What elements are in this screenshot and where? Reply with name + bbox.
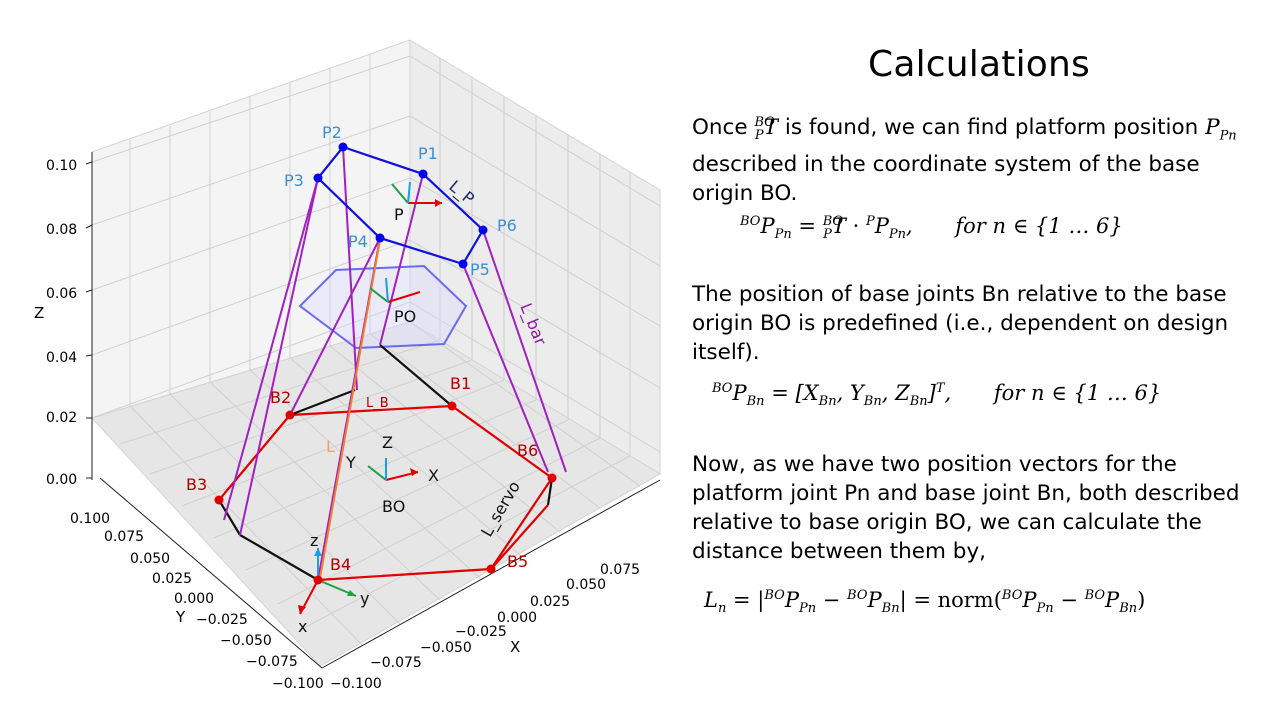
frame-labels: P PO BO X Y Z x y z (298, 205, 439, 636)
equation-2: BOPBn = [XBn, YBn, ZBn]T, for n ∈ {1 … 6… (712, 381, 1162, 410)
equation-1: BOPPn = BOPT · PPPn, for n ∈ {1 … 6} (740, 214, 1123, 243)
x-tick-label: 0.075 (600, 562, 640, 578)
label-b6: B6 (517, 441, 538, 460)
y-tick-label: −0.025 (196, 612, 248, 628)
joint-b6 (547, 473, 557, 483)
stewart-platform-3d-plot: 0.10 0.08 0.06 0.04 0.02 0.00 Z 0.100 0.… (34, 39, 661, 692)
position-symbol: PPn (1205, 115, 1237, 144)
servo-frame (298, 548, 357, 615)
joint-p2 (338, 142, 348, 152)
label-servo-y: y (360, 589, 369, 608)
z-tick-label: 0.02 (46, 410, 77, 426)
joint-p5 (458, 259, 468, 269)
joint-b1 (447, 401, 457, 411)
x-tick-label: 0.025 (530, 594, 570, 610)
z-tick-label: 0.06 (46, 286, 77, 302)
paragraph-2: The position of base joints Bn relative … (692, 282, 1229, 365)
joint-b2 (285, 410, 295, 420)
joint-p6 (478, 225, 488, 235)
x-tick-label: −0.050 (420, 640, 472, 656)
label-l: L (326, 437, 335, 456)
label-p3: P3 (284, 171, 304, 190)
grid-lines (91, 54, 661, 646)
label-base-y: Y (345, 453, 356, 472)
y-tick-label: 0.100 (70, 511, 110, 527)
label-b5: B5 (507, 552, 528, 571)
x-tick-label: −0.075 (370, 655, 422, 671)
label-b3: B3 (186, 475, 207, 494)
label-base-z: Z (382, 433, 393, 452)
z-tick-label: 0.00 (46, 472, 77, 488)
paragraph-1-start: Once (692, 115, 748, 141)
label-p6: P6 (497, 216, 517, 235)
platform-joint-labels: P1 P2 P3 P4 P5 P6 (284, 123, 517, 279)
z-tick-label: 0.08 (46, 222, 77, 238)
base-origin-frame (367, 458, 419, 481)
label-servo-x: x (298, 617, 307, 636)
y-tick-label: 0.000 (174, 591, 214, 607)
z-axis: 0.10 0.08 0.06 0.04 0.02 0.00 Z (34, 152, 93, 488)
y-tick-label: 0.075 (104, 529, 144, 545)
joint-b4 (313, 575, 323, 585)
l-vector (319, 239, 381, 579)
x-tick-label: 0.050 (566, 577, 606, 593)
z-tick-label: 0.10 (46, 158, 77, 174)
joint-b5 (486, 564, 496, 574)
x-axis-title: X (510, 638, 520, 656)
z-tick-label: 0.04 (46, 350, 77, 366)
joint-p1 (418, 169, 428, 179)
base-joints (214, 401, 557, 585)
y-axis: 0.100 0.075 0.050 0.025 0.000 −0.025 −0.… (70, 477, 324, 692)
page-title: Calculations (868, 44, 1090, 85)
label-p4: P4 (348, 232, 368, 251)
paragraph-1: Once BOPT is found, we can find platform… (692, 108, 1252, 208)
y-tick-label: −0.075 (246, 654, 298, 670)
z-axis-title: Z (34, 304, 44, 322)
x-tick-label: −0.100 (330, 676, 382, 692)
joint-p4 (375, 233, 385, 243)
y-tick-label: 0.050 (130, 551, 170, 567)
joint-b3 (214, 495, 224, 505)
label-base-origin: BO (382, 497, 405, 516)
platform-joints (313, 142, 488, 269)
platform-origin-frame (369, 277, 421, 303)
transform-symbol: BOPT (754, 115, 778, 144)
x-tick-label: 0.000 (497, 610, 537, 626)
label-p1: P1 (418, 144, 438, 163)
y-tick-label: −0.100 (272, 676, 324, 692)
label-l-b: L_B (366, 396, 389, 411)
label-b2: B2 (270, 388, 291, 407)
label-base-x: X (428, 466, 439, 485)
label-platform-origin: PO (394, 307, 416, 326)
joint-p3 (313, 173, 323, 183)
base-joint-labels: B1 B2 B3 B4 B5 B6 (186, 374, 538, 574)
label-servo-z: z (310, 531, 318, 550)
label-b4: B4 (330, 555, 351, 574)
x-axis: −0.100 −0.075 −0.050 −0.025 0.000 0.025 … (321, 479, 661, 692)
paragraph-3: Now, as we have two position vectors for… (692, 452, 1240, 564)
label-p5: P5 (470, 260, 490, 279)
label-b1: B1 (450, 374, 471, 393)
label-platform-frame: P (394, 205, 404, 224)
platform-frame (391, 181, 442, 207)
y-tick-label: −0.050 (220, 633, 272, 649)
paragraph-1-end: described in the coordinate system of th… (692, 152, 1200, 207)
equation-3: Ln = |BOPPn − BOPBn| = norm(BOPPn − BOPB… (704, 588, 1146, 617)
y-axis-title: Y (175, 608, 186, 626)
x-tick-label: −0.025 (455, 624, 507, 640)
label-p2: P2 (322, 123, 342, 142)
platform-origin-hexagon (298, 264, 468, 350)
y-tick-label: 0.025 (152, 571, 192, 587)
paragraph-1-middle: is found, we can find platform position (784, 115, 1199, 141)
